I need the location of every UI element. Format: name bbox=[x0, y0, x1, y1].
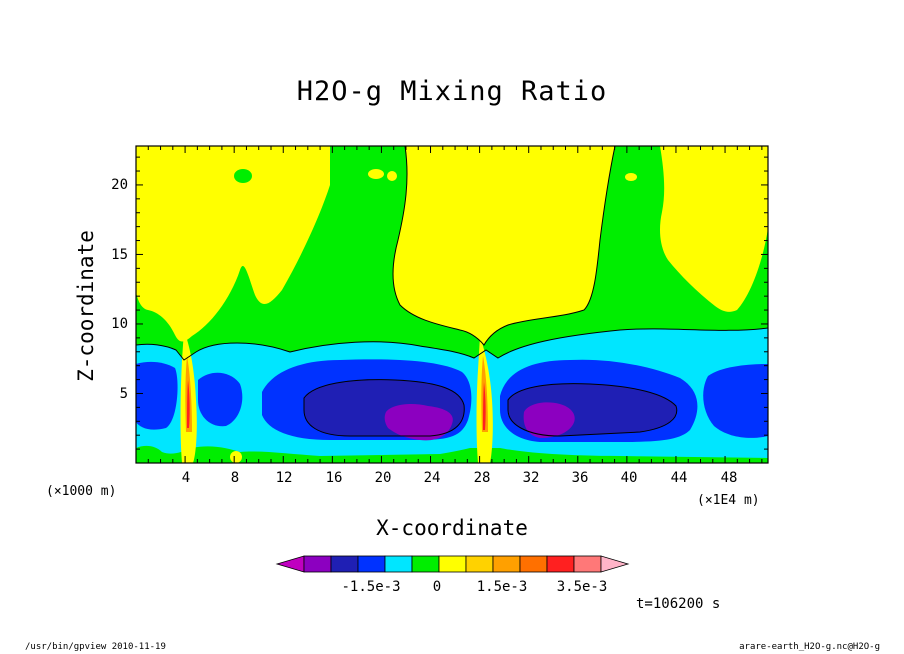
colorbar-label: 0 bbox=[432, 579, 442, 595]
contour-band-blue bbox=[136, 361, 178, 430]
convective-column bbox=[187, 380, 190, 428]
colorbar-swatch bbox=[275, 555, 305, 573]
x-tick-label: 36 bbox=[571, 470, 589, 486]
axis-tick-marks bbox=[135, 146, 768, 464]
contour-band-blue bbox=[198, 372, 243, 427]
contour-band-yellow bbox=[392, 146, 615, 345]
footer-program-date: /usr/bin/gpview 2010-11-19 bbox=[25, 642, 166, 652]
colorbar-swatch bbox=[546, 555, 575, 573]
colorbar-label: -1.5e-3 bbox=[341, 579, 401, 595]
contour-line bbox=[507, 383, 678, 437]
x-tick-label: 24 bbox=[423, 470, 441, 486]
plot-frame bbox=[135, 145, 769, 464]
y-tick-label: 20 bbox=[111, 177, 128, 193]
y-tick-label: 15 bbox=[111, 247, 128, 263]
contour-band-purple bbox=[384, 404, 453, 441]
contour-band-green bbox=[234, 169, 252, 183]
colorbar-swatch bbox=[357, 555, 386, 573]
contour-band-yellow bbox=[387, 171, 397, 181]
x-tick-label: 48 bbox=[720, 470, 738, 486]
y-tick-label: 5 bbox=[119, 386, 128, 402]
colorbar-swatch bbox=[438, 555, 467, 573]
colorbar-swatch bbox=[519, 555, 548, 573]
contour-band-blue bbox=[703, 364, 768, 438]
colorbar-swatch bbox=[573, 555, 602, 573]
contour-band-yellow bbox=[368, 169, 384, 179]
colorbar-swatch bbox=[303, 555, 332, 573]
contour-lines bbox=[136, 146, 768, 437]
contour-line bbox=[136, 327, 768, 361]
colorbar-swatch bbox=[492, 555, 521, 573]
time-label: t=106200 s bbox=[636, 596, 721, 612]
x-tick-label: 16 bbox=[325, 470, 343, 486]
y-tick-label: 10 bbox=[111, 316, 128, 332]
chart-title: H2O-g Mixing Ratio bbox=[296, 76, 608, 107]
footer-file-name: arare-earth_H2O-g.nc@H2O-g bbox=[739, 642, 880, 652]
contour-line bbox=[303, 379, 465, 437]
contour-line bbox=[392, 146, 616, 346]
x-tick-label: 4 bbox=[181, 470, 191, 486]
x-tick-label: 32 bbox=[522, 470, 540, 486]
colorbar-swatch bbox=[411, 555, 440, 573]
x-tick-label: 28 bbox=[473, 470, 491, 486]
x-axis-unit-right: (×1E4 m) bbox=[697, 493, 760, 508]
contour-band-green bbox=[136, 445, 768, 463]
contour-band-yellow bbox=[136, 146, 148, 184]
colorbar-label: 3.5e-3 bbox=[556, 579, 608, 595]
contour-fields bbox=[136, 146, 768, 463]
x-axis-label: X-coordinate bbox=[376, 516, 528, 540]
contour-band-purple bbox=[523, 402, 575, 438]
x-tick-label: 20 bbox=[374, 470, 392, 486]
colorbar-label: 1.5e-3 bbox=[476, 579, 528, 595]
contour-band-yellow bbox=[136, 146, 330, 342]
x-tick-label: 8 bbox=[230, 470, 240, 486]
contour-band-yellow bbox=[594, 169, 608, 179]
colorbar bbox=[275, 555, 630, 573]
x-tick-label: 12 bbox=[275, 470, 293, 486]
contour-band-yellow bbox=[230, 451, 242, 463]
contour-band-yellow bbox=[660, 146, 768, 312]
colorbar-swatch bbox=[330, 555, 359, 573]
contour-band-yellow bbox=[625, 173, 637, 181]
convective-column bbox=[483, 382, 486, 430]
colorbar-swatch bbox=[465, 555, 494, 573]
x-axis-unit-left: (×1000 m) bbox=[46, 484, 117, 499]
colorbar-swatch bbox=[384, 555, 413, 573]
x-tick-label: 40 bbox=[620, 470, 638, 486]
colorbar-swatch bbox=[600, 555, 630, 573]
x-tick-label: 44 bbox=[670, 470, 688, 486]
